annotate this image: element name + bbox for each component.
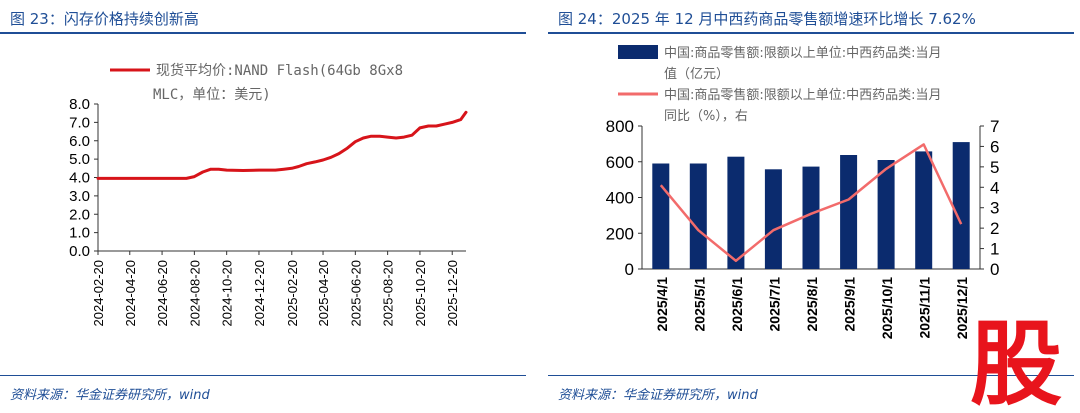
- right-right-y-tick-label: 2: [990, 219, 999, 238]
- left-legend: 现货平均价:NAND Flash(64Gb 8Gx8 MLC，单位：美元): [110, 62, 403, 103]
- left-x-tick-label: 2025-06-20: [348, 260, 363, 327]
- right-x-tick-label: 2025/9/1: [842, 277, 858, 332]
- left-plot-area: [96, 110, 468, 180]
- right-plot-area: [652, 142, 970, 269]
- retail-sales-bar: [802, 166, 820, 269]
- right-x-tick-label: 2025/5/1: [691, 277, 707, 332]
- left-axes: 0.01.0 2.03.04.0 5.06.0 7.08.0 2024-02-20 202…: [69, 96, 466, 327]
- left-x-tick-label: 2025-02-20: [285, 260, 300, 327]
- right-x-tick-label: 2025/8/1: [804, 277, 820, 332]
- figure-24-bottom-rule: [548, 375, 1074, 376]
- right-right-y-tick-label: 3: [990, 199, 999, 218]
- retail-sales-bar: [652, 163, 670, 269]
- right-legend: 中国:商品零售额:限额以上单位:中西药品类:当月 值（亿元） 中国:商品零售额:…: [618, 45, 942, 124]
- left-legend-line1: 现货平均价:NAND Flash(64Gb 8Gx8: [156, 62, 403, 79]
- retail-sales-bar: [840, 155, 858, 269]
- figure-24-title: 图 24：2025 年 12 月中西药商品零售额增速环比增长 7.62%: [558, 10, 976, 28]
- retail-sales-bar: [877, 160, 895, 269]
- figure-23-top-rule: [0, 32, 526, 34]
- right-x-tick-label: 2025/12/1: [954, 277, 970, 339]
- right-left-y-tick-label: 0: [625, 260, 634, 279]
- left-legend-line2: MLC，单位：美元): [153, 87, 271, 103]
- right-x-tick-label: 2025/4/1: [654, 277, 670, 332]
- left-y-tick-label: 6.0: [69, 133, 90, 150]
- retail-sales-bar: [689, 163, 707, 269]
- left-y-tick-label: 0.0: [69, 243, 90, 260]
- left-x-tick-label: 2024-08-20: [187, 260, 202, 327]
- right-legend-bar-swatch: [618, 45, 658, 59]
- right-x-tick-label: 2025/7/1: [766, 277, 782, 332]
- retail-sales-bar: [952, 142, 970, 269]
- left-x-tick-label: 2024-04-20: [123, 260, 138, 327]
- right-right-y-tick-label: 5: [990, 158, 999, 177]
- figure-24-top-rule: [548, 32, 1074, 34]
- left-x-tick-label: 2025-10-20: [413, 260, 428, 327]
- right-right-y-tick-label: 4: [990, 178, 999, 197]
- left-x-tick-label: 2024-10-20: [220, 260, 235, 327]
- figure-23-bottom-rule: [0, 375, 526, 376]
- right-x-tick-label: 2025/11/1: [917, 277, 933, 339]
- right-legend-bar-line1: 中国:商品零售额:限额以上单位:中西药品类:当月: [664, 45, 942, 61]
- right-legend-bar-line2: 值（亿元）: [664, 66, 729, 82]
- left-y-tick-label: 7.0: [69, 114, 90, 131]
- nand-flash-price-chart: 现货平均价:NAND Flash(64Gb 8Gx8 MLC，单位：美元) 0.…: [69, 62, 468, 327]
- yoy-growth-line: [659, 143, 963, 263]
- left-y-tick-label: 1.0: [69, 225, 90, 242]
- pharma-retail-sales-chart: 中国:商品零售额:限额以上单位:中西药品类:当月 值（亿元） 中国:商品零售额:…: [606, 45, 1000, 339]
- watermark-glyph: 股: [970, 311, 1062, 413]
- figure-23-source: 资料来源：华金证券研究所，wind: [10, 388, 210, 403]
- figure-24-panel: 图 24：2025 年 12 月中西药商品零售额增速环比增长 7.62% 中国:…: [548, 0, 1080, 413]
- right-right-y-tick-label: 0: [990, 260, 999, 279]
- right-legend-line-line2: 同比（%），右: [664, 109, 748, 124]
- figure-24-source: 资料来源：华金证券研究所，wind: [558, 388, 758, 403]
- right-left-y-tick-label: 600: [606, 153, 634, 172]
- right-x-tick-label: 2025/10/1: [879, 277, 895, 339]
- left-x-tick-label: 2025-12-20: [445, 260, 460, 327]
- retail-sales-bar: [764, 169, 782, 269]
- right-x-tick-label: 2025/6/1: [729, 277, 745, 332]
- watermark-logo: 股: [970, 311, 1062, 413]
- retail-sales-bar: [727, 156, 745, 269]
- left-x-tick-label: 2025-04-20: [316, 260, 331, 327]
- left-y-tick-label: 4.0: [69, 170, 90, 187]
- right-left-y-tick-label: 200: [606, 224, 634, 243]
- figure-23-title: 图 23：闪存价格持续创新高: [10, 10, 199, 28]
- left-y-tick-label: 3.0: [69, 188, 90, 205]
- right-right-y-tick-label: 6: [990, 137, 999, 156]
- right-left-y-tick-label: 800: [606, 117, 634, 136]
- left-x-tick-label: 2024-12-20: [252, 260, 267, 327]
- left-x-tick-label: 2024-02-20: [91, 260, 106, 327]
- left-y-tick-label: 8.0: [69, 96, 90, 113]
- right-legend-line-line1: 中国:商品零售额:限额以上单位:中西药品类:当月: [664, 87, 942, 103]
- right-right-y-tick-label: 1: [990, 240, 999, 259]
- left-x-tick-label: 2024-06-20: [155, 260, 170, 327]
- nand-flash-price-line: [96, 110, 468, 180]
- left-y-tick-label: 5.0: [69, 151, 90, 168]
- left-x-tick-label: 2025-08-20: [381, 260, 396, 327]
- left-y-tick-label: 2.0: [69, 206, 90, 223]
- retail-sales-bar: [915, 151, 933, 269]
- figure-23-panel: 图 23：闪存价格持续创新高 现货平均价:NAND Flash(64Gb 8Gx…: [0, 0, 532, 413]
- right-left-y-tick-label: 400: [606, 189, 634, 208]
- right-right-y-tick-label: 7: [990, 117, 999, 136]
